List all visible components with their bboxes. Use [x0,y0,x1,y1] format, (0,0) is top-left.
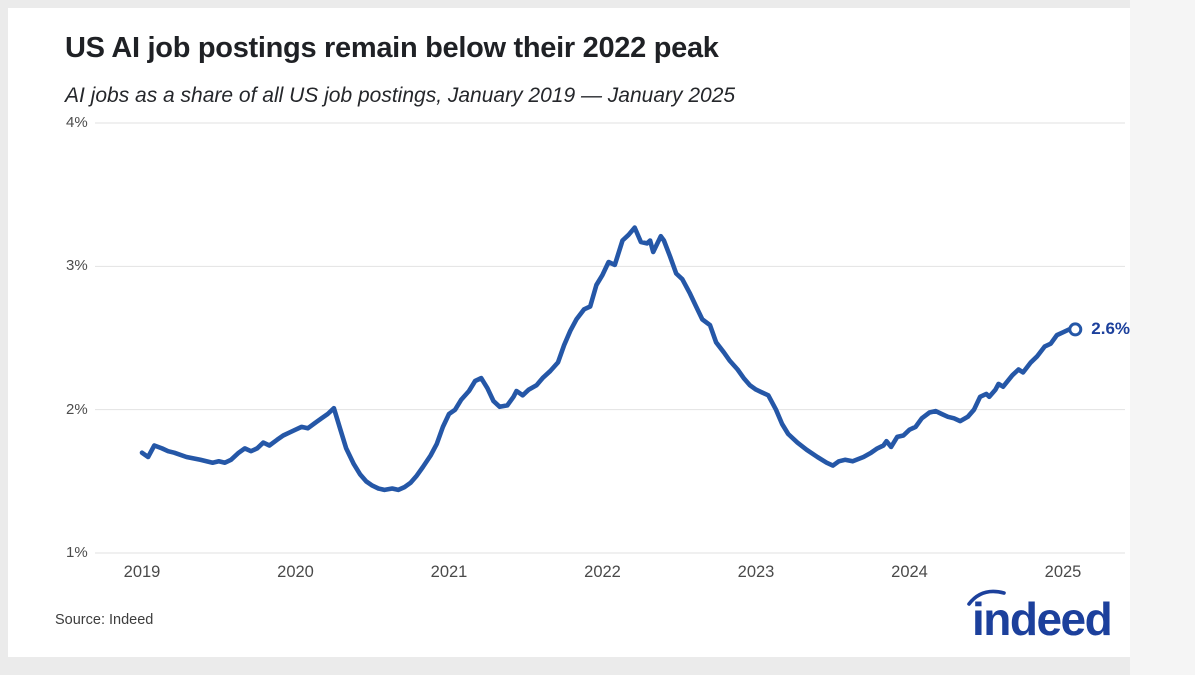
right-margin [1130,0,1195,675]
indeed-logo: indeed [966,588,1136,652]
x-axis-tick-label: 2023 [737,563,775,581]
x-axis-tick-label: 2022 [584,563,621,581]
y-axis-tick-label: 1% [66,544,88,561]
y-axis-tick-label: 2% [66,400,88,418]
y-axis-tick-label: 3% [66,257,88,275]
x-axis-tick-label: 2019 [123,563,161,581]
y-axis-tick-label: 4% [66,114,88,131]
x-axis-tick-label: 2021 [430,563,468,581]
indeed-swoosh-icon [967,589,1006,606]
chart-subtitle: AI jobs as a share of all US job posting… [65,84,736,107]
x-axis-tick-label: 2024 [891,563,928,581]
latest-value-label: 2.6% [1091,319,1131,339]
chart-title: US AI job postings remain below their 20… [65,32,719,64]
indeed-logo-text: indeed [972,593,1113,645]
x-axis-tick-label: 2025 [1044,563,1082,581]
x-axis-tick-label: 2020 [277,563,314,581]
source-note: Source: Indeed [55,612,154,628]
